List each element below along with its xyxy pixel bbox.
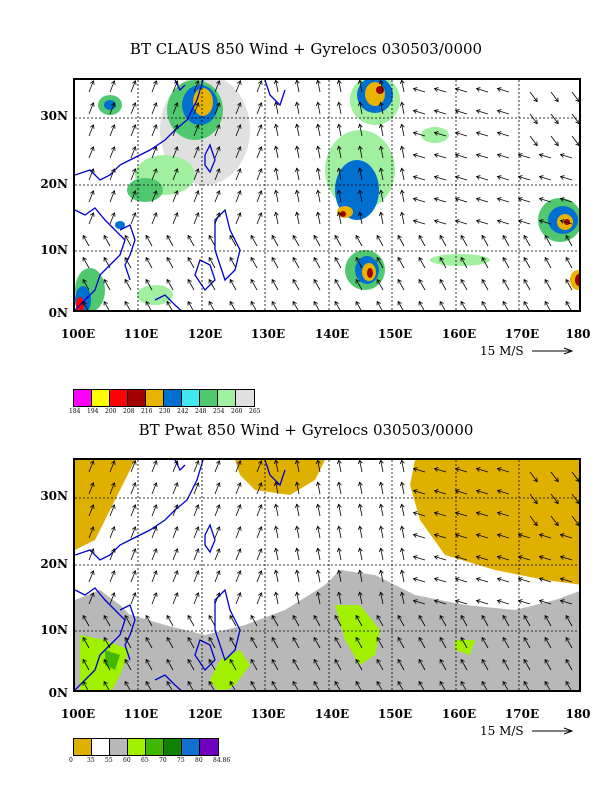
legend-swatch [146,739,164,755]
legend-label: 184 [69,408,81,415]
legend-swatch [74,390,92,406]
map2-lat-label: 30N [40,489,68,503]
map1-lon-label: 110E [123,327,159,341]
map1-lon-label: 170E [504,327,540,341]
map1-panel [73,78,581,312]
map2-lon-label: 150E [377,707,413,721]
legend-swatch [200,739,218,755]
map1-lon-label: 100E [60,327,96,341]
map1-lon-label: 180 [565,327,591,341]
legend-swatch [128,739,146,755]
map1-lon-label: 120E [187,327,223,341]
map1-color-legend [73,389,255,407]
legend-label: 55 [105,757,113,764]
map2-title: BT Pwat 850 Wind + Gyrelocs 030503/0000 [138,421,474,439]
legend-swatch [200,390,218,406]
map1-gridlines [75,80,579,310]
map2-gridlines [75,460,579,690]
legend-swatch [92,390,110,406]
legend-swatch [92,739,110,755]
map1-lon-label: 140E [314,327,350,341]
legend-label: 248 [195,408,207,415]
legend-label: 216 [141,408,153,415]
map2-lon-label: 110E [123,707,159,721]
map2-lat-label: 0N [48,686,68,700]
map2-wind-vectors [82,460,579,690]
map2-color-legend [73,738,219,756]
legend-swatch [218,390,236,406]
map2-lon-label: 180 [565,707,591,721]
map2-field [75,460,579,690]
legend-label: 60 [123,757,131,764]
map2-coastlines [75,460,286,690]
legend-label: 35 [87,757,95,764]
map2-lat-label: 20N [40,557,68,571]
map2-scale-label: 15 M/S [480,724,524,738]
legend-swatch [182,739,200,755]
legend-label: 70 [159,757,167,764]
map2-lon-label: 130E [250,707,286,721]
map1-title: BT CLAUS 850 Wind + Gyrelocs 030503/0000 [129,40,483,58]
legend-swatch [110,739,128,755]
map2-lat-label: 10N [40,623,68,637]
legend-label: 0 [69,757,73,764]
legend-swatch [164,390,182,406]
map2-lon-label: 120E [187,707,223,721]
legend-label: 75 [177,757,185,764]
legend-swatch [128,390,146,406]
map1-field [75,80,579,310]
map1-lat-label: 0N [48,306,68,320]
legend-swatch [182,390,200,406]
legend-swatch [236,390,254,406]
legend-label: 194 [87,408,99,415]
map1-scale-label: 15 M/S [480,344,524,358]
map2-lon-label: 170E [504,707,540,721]
legend-label: 254 [213,408,225,415]
map1-scale-arrow [532,347,574,355]
legend-label: 65 [141,757,149,764]
legend-swatch [110,390,128,406]
map1-wind-vectors [82,80,579,310]
map2-lon-label: 160E [441,707,477,721]
legend-swatch [74,739,92,755]
map2-panel [73,458,581,692]
legend-label: 230 [159,408,171,415]
legend-label: 260 [231,408,243,415]
legend-label: 80 [195,757,203,764]
map2-lon-label: 100E [60,707,96,721]
map1-coastlines [75,80,286,310]
map1-lat-label: 30N [40,109,68,123]
legend-swatch [146,390,164,406]
map1-lon-label: 150E [377,327,413,341]
legend-label: 84.86 [213,757,231,764]
legend-swatch [164,739,182,755]
legend-label: 208 [123,408,135,415]
map2-pwat-shading [75,460,579,690]
map1-lat-label: 10N [40,243,68,257]
map1-lon-label: 130E [250,327,286,341]
map2-scale-arrow [532,727,574,735]
legend-label: 242 [177,408,189,415]
map1-lon-label: 160E [441,327,477,341]
legend-label: 265 [249,408,261,415]
legend-label: 200 [105,408,117,415]
map1-lat-label: 20N [40,177,68,191]
map1-cloud-shading [75,80,579,310]
map2-lon-label: 140E [314,707,350,721]
